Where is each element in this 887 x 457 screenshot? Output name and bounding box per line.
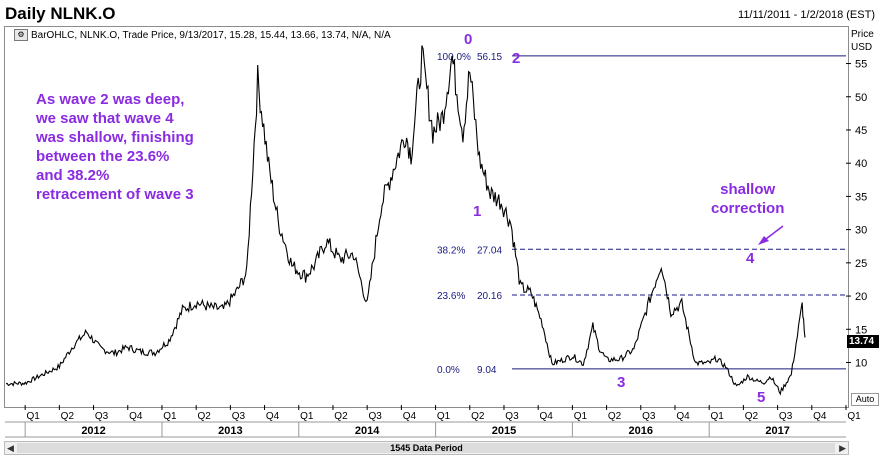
wave-label-1: 1	[473, 203, 482, 220]
note-line: As wave 2 was deep,	[36, 91, 185, 108]
year-label: 2015	[492, 425, 516, 437]
y-tick-label: 40	[855, 158, 867, 170]
quarter-label: Q2	[745, 411, 759, 422]
note-line: between the 23.6%	[36, 148, 170, 165]
shallow-line: correction	[711, 200, 785, 217]
y-tick-label: 30	[855, 225, 867, 237]
wave-label-4: 4	[746, 250, 755, 267]
quarter-label: Q1	[847, 411, 861, 422]
quarter-label: Q4	[813, 411, 827, 422]
quarter-label: Q4	[540, 411, 554, 422]
quarter-label: Q4	[129, 411, 143, 422]
y-tick-label: 45	[855, 125, 867, 137]
quarter-label: Q1	[26, 411, 40, 422]
chart-title: Daily NLNK.O	[5, 4, 116, 23]
y-tick-label: 15	[855, 324, 867, 336]
quarter-label: Q3	[95, 411, 109, 422]
quarter-label: Q1	[711, 411, 725, 422]
y-tick-label: 35	[855, 191, 867, 203]
fib-value-label: 56.15	[477, 52, 502, 63]
quarter-label: Q3	[369, 411, 383, 422]
wave-label-3: 3	[617, 374, 626, 391]
y-tick-label: 25	[855, 258, 867, 270]
fib-percent-label: 0.0%	[437, 365, 460, 376]
title-bar: Daily NLNK.O 11/11/2011 - 1/2/2018 (EST)	[0, 0, 887, 26]
commentary-note: As wave 2 was deep, we saw that wave 4 w…	[36, 90, 226, 204]
quarter-label: Q1	[300, 411, 314, 422]
quarter-label: Q3	[779, 411, 793, 422]
quarter-label: Q4	[266, 411, 280, 422]
shallow-correction-note: shallow correction	[711, 180, 784, 218]
note-line: we saw that wave 4	[36, 110, 174, 127]
quarter-label: Q4	[676, 411, 690, 422]
scrollbar-thumb[interactable]	[17, 443, 835, 453]
last-price-badge: 13.74	[847, 335, 879, 348]
quarter-label: Q2	[197, 411, 211, 422]
year-label: 2016	[629, 425, 653, 437]
note-line: and 38.2%	[36, 167, 110, 184]
fib-value-label: 27.04	[477, 245, 502, 256]
quarter-label: Q1	[574, 411, 588, 422]
quarter-label: Q2	[608, 411, 622, 422]
wave-label-0: 0	[464, 31, 473, 48]
fib-percent-label: 100.0%	[437, 52, 471, 63]
note-line: was shallow, finishing	[36, 129, 194, 146]
auto-scale-button[interactable]: Auto	[851, 393, 879, 406]
fib-value-label: 20.16	[477, 291, 502, 302]
y-tick-label: 20	[855, 291, 867, 303]
year-label: 2014	[355, 425, 380, 437]
quarter-label: Q2	[471, 411, 485, 422]
series-settings-icon[interactable]: ⚙	[14, 29, 28, 41]
quarter-label: Q2	[334, 411, 348, 422]
year-label: 2013	[218, 425, 242, 437]
date-range: 11/11/2011 - 1/2/2018 (EST)	[738, 9, 875, 21]
quarter-label: Q2	[61, 411, 75, 422]
fib-value-label: 9.04	[477, 365, 497, 376]
quarter-label: Q3	[232, 411, 246, 422]
year-label: 2012	[81, 425, 105, 437]
quarter-label: Q1	[163, 411, 177, 422]
y-tick-label: 55	[855, 59, 867, 71]
annotation-arrowhead	[758, 236, 769, 245]
quarter-label: Q3	[505, 411, 519, 422]
wave-label-2: 2	[512, 50, 521, 67]
price-series-line	[5, 45, 806, 396]
note-line: retracement of wave 3	[36, 186, 194, 203]
data-period-label: 1545 Data Period	[390, 443, 463, 453]
quarter-label: Q3	[642, 411, 656, 422]
quarter-label: Q1	[437, 411, 451, 422]
fib-percent-label: 23.6%	[437, 291, 465, 302]
shallow-line: shallow	[720, 181, 776, 198]
series-legend: ⚙ BarOHLC, NLNK.O, Trade Price, 9/13/201…	[14, 29, 391, 41]
year-label: 2017	[765, 425, 789, 437]
y-tick-label: 50	[855, 92, 867, 104]
wave-label-5: 5	[757, 389, 766, 406]
fib-percent-label: 38.2%	[437, 245, 465, 256]
timeline-scrollbar[interactable]: ◀ 1545 Data Period ▶	[4, 441, 849, 455]
price-label-line-2: USD	[851, 42, 873, 53]
quarter-label: Q4	[403, 411, 417, 422]
y-tick-label: 10	[855, 357, 867, 369]
scroll-right-icon[interactable]: ▶	[839, 443, 846, 453]
legend-text: BarOHLC, NLNK.O, Trade Price, 9/13/2017,…	[31, 29, 391, 41]
price-label-line-1: Price	[851, 29, 874, 40]
price-axis-label: Price USD	[851, 28, 874, 54]
plot-frame	[4, 26, 849, 408]
scroll-left-icon[interactable]: ◀	[7, 443, 14, 453]
